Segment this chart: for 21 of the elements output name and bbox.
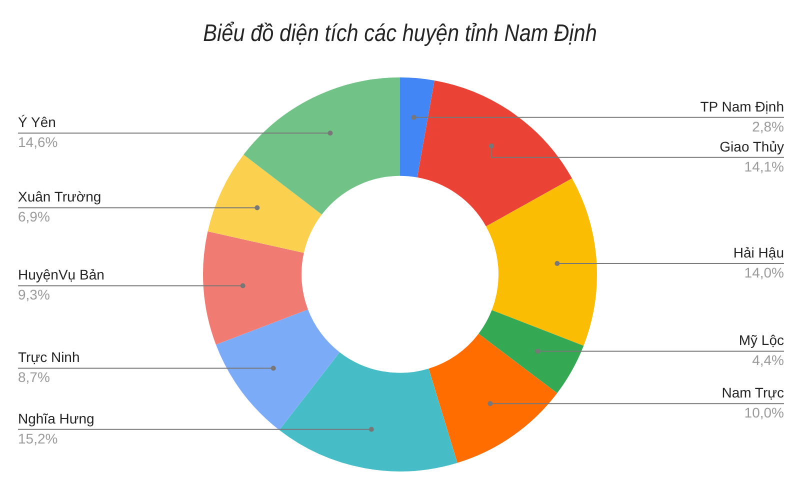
data-label: 10,0% — [744, 404, 784, 420]
slice-label: Nghĩa Hưng — [18, 410, 94, 426]
slice-label: HuyệnVụ Bản — [18, 266, 104, 283]
data-label: 6,9% — [18, 208, 50, 225]
slice-label: Giao Thủy — [720, 138, 784, 154]
data-label: 15,2% — [18, 430, 58, 446]
data-label: 14,0% — [744, 264, 784, 280]
data-label: 14,1% — [744, 158, 784, 174]
slice-label: Mỹ Lộc — [738, 332, 784, 348]
slice-label: Nam Trực — [722, 384, 784, 400]
data-label: 4,4% — [752, 352, 784, 368]
slice-label: Trực Ninh — [18, 349, 80, 366]
chart-title: Biểu đồ diện tích các huyện tỉnh Nam Định — [203, 20, 597, 46]
slice-label: TP Nam Định — [700, 98, 784, 114]
data-label: 14,6% — [18, 134, 58, 150]
slice-label: Hải Hậu — [733, 244, 784, 260]
slice-label: Ý Yên — [18, 114, 56, 130]
slice-label: Xuân Trường — [18, 188, 102, 205]
data-label: 9,3% — [18, 286, 50, 303]
data-label: 8,7% — [18, 369, 50, 386]
data-label: 2,8% — [752, 118, 784, 134]
